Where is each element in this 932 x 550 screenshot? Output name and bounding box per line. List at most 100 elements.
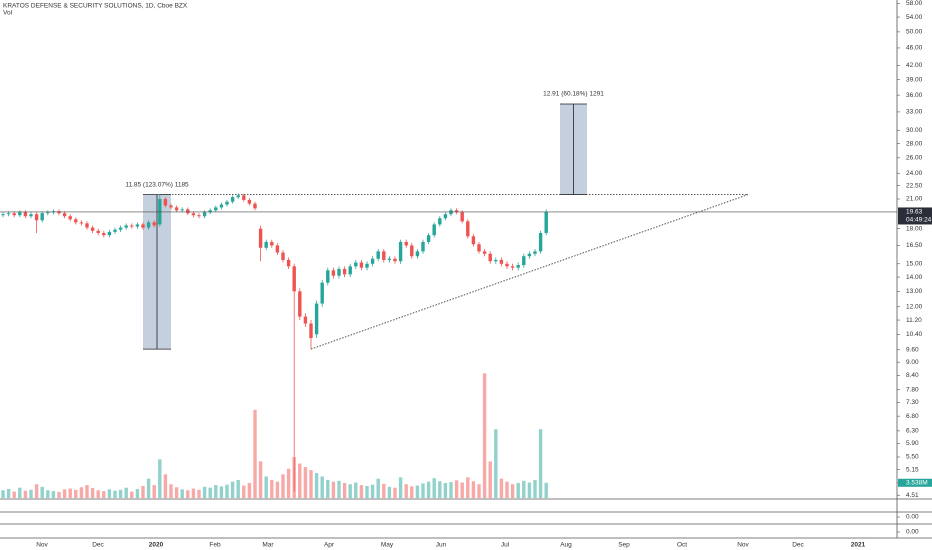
candle-body [169, 205, 173, 208]
candle-body [270, 241, 274, 246]
candle-body [460, 212, 464, 222]
volume-bar [169, 484, 173, 498]
volume-bar [393, 487, 397, 498]
candle-body [533, 251, 537, 254]
volume-bar [398, 477, 403, 498]
volume-bar [286, 468, 291, 498]
candle-body [219, 204, 224, 208]
volume-bar [477, 484, 481, 498]
y-tick-label: 36.00 [906, 92, 923, 99]
candle-body [6, 213, 11, 215]
y-tick-label: 46.00 [906, 45, 923, 52]
y-tick-label: 54.00 [906, 14, 923, 21]
y-tick-label: 8.40 [906, 372, 919, 379]
x-tick-label: Dec [792, 542, 804, 549]
volume-bar [331, 481, 336, 498]
candle-body [146, 222, 151, 228]
volume-bar [186, 490, 190, 498]
candle-body [85, 223, 89, 228]
y-tick-label: 7.80 [906, 386, 919, 393]
volume-bar [482, 373, 487, 498]
candle-body [186, 209, 190, 214]
volume-bar [191, 488, 196, 498]
candle-body [79, 222, 84, 224]
volume-bar [247, 482, 252, 498]
y-tick-label: 6.80 [906, 413, 919, 420]
volume-bar [499, 478, 504, 498]
volume-bar [264, 476, 268, 498]
volume-bar [365, 485, 369, 498]
candle-body [359, 262, 364, 268]
candle-body [230, 197, 235, 202]
volume-bar [488, 461, 492, 498]
candle-body [337, 268, 341, 276]
y-tick-label: 10.40 [906, 331, 923, 338]
candle-body [376, 251, 380, 259]
candle-body [1, 214, 5, 216]
candle-body [331, 270, 336, 276]
candle-body [225, 201, 229, 205]
volume-bar [298, 463, 302, 498]
volume-bar [236, 479, 240, 498]
y-tick-label: 21.00 [906, 196, 923, 203]
candle-body [499, 259, 504, 264]
candle-body [505, 263, 509, 267]
volume-bar [96, 490, 100, 498]
candle-body [298, 291, 302, 317]
x-tick-label: Oct [677, 542, 687, 549]
y-tick-label: 50.00 [906, 29, 923, 36]
volume-bar [387, 486, 392, 498]
y-tick-label: 58.00 [906, 0, 923, 7]
x-tick-label: Feb [209, 542, 221, 549]
candle-body [494, 259, 498, 262]
volume-bar [163, 474, 168, 498]
candle-body [466, 221, 470, 237]
volume-bar [421, 483, 425, 498]
candle-body [281, 252, 285, 260]
candle-body [443, 214, 448, 219]
candle-body [488, 253, 492, 262]
volume-bar [102, 491, 106, 498]
candle-body [253, 203, 257, 209]
volume-bar [275, 481, 280, 498]
volume-bar [230, 481, 235, 498]
candle-body [387, 258, 392, 260]
candle-body [354, 262, 358, 267]
volume-bar [443, 482, 448, 498]
candle-body [118, 227, 123, 230]
volume-bar [152, 485, 156, 498]
candle-body [191, 213, 196, 216]
volume-bar [454, 480, 459, 498]
volume-bar [90, 488, 95, 498]
y-tick-label: 18.00 [906, 225, 923, 232]
volume-bar [432, 478, 436, 498]
candle-body [404, 241, 408, 246]
volume-bar [202, 486, 207, 498]
trend-line [310, 194, 749, 350]
candle-body [454, 210, 459, 213]
volume-bar [51, 491, 56, 498]
y-tick-label: 39.00 [906, 76, 923, 83]
x-tick-label: Nov [737, 542, 749, 549]
candle-body [365, 263, 369, 268]
candle-body [23, 212, 28, 217]
candle-body [410, 245, 414, 257]
candle-body [247, 199, 252, 204]
volume-bar [57, 491, 61, 498]
volume-bar [130, 491, 134, 498]
candle-body [208, 210, 212, 213]
y-tick-label: 30.00 [906, 127, 923, 134]
volume-bar [326, 479, 330, 498]
candle-body [29, 214, 33, 217]
volume-bar [258, 461, 263, 498]
volume-bar [505, 481, 509, 498]
volume-bar [107, 489, 112, 498]
x-tick-label: May [381, 542, 394, 549]
volume-bar [494, 429, 498, 498]
candle-body [303, 316, 308, 324]
volume-bar [538, 429, 543, 498]
volume-bar [270, 479, 274, 498]
y-tick-label: 14.00 [906, 274, 923, 281]
y-tick-label: 6.30 [906, 428, 919, 435]
candle-body [40, 213, 44, 221]
